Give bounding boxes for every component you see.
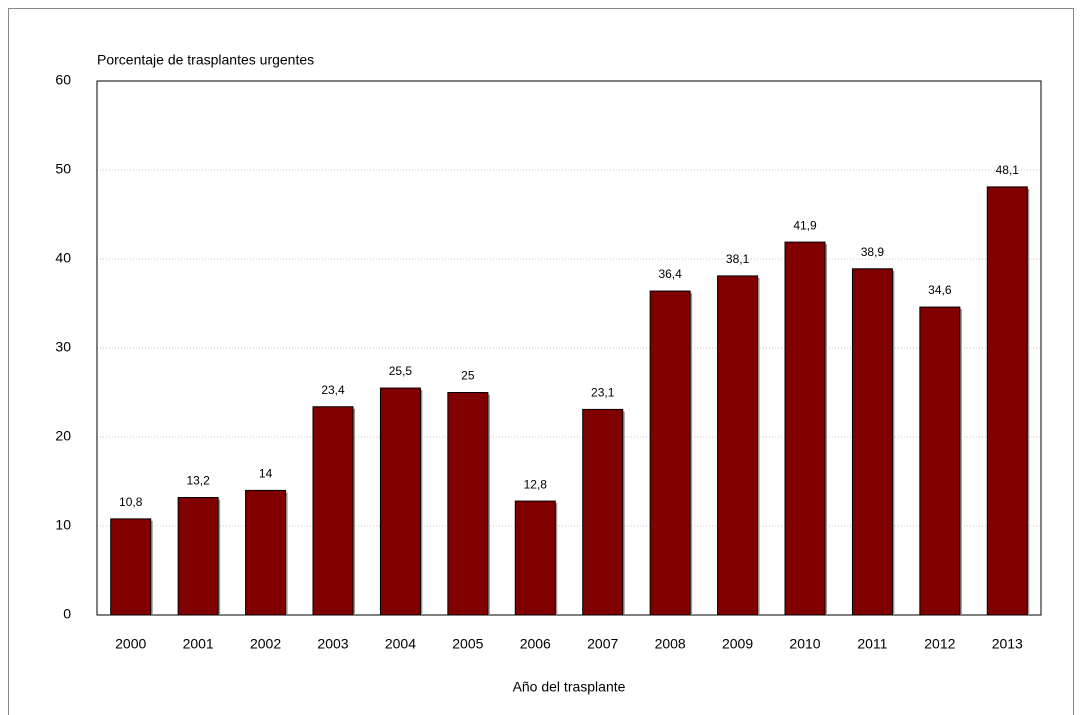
- value-label: 48,1: [996, 163, 1020, 177]
- x-tick-label: 2003: [317, 636, 348, 652]
- y-tick-label: 40: [55, 250, 71, 266]
- plot-area: [96, 80, 1042, 616]
- frame: [8, 8, 1074, 715]
- value-label: 25,5: [389, 364, 413, 378]
- y-tick-label: 30: [55, 339, 71, 355]
- bar: [986, 186, 1028, 616]
- y-tick-label: 60: [55, 72, 71, 88]
- x-tick-label: 2012: [924, 636, 955, 652]
- bar: [851, 268, 893, 616]
- y-tick-label: 20: [55, 428, 71, 444]
- bar: [312, 406, 354, 616]
- value-label: 38,1: [726, 252, 750, 266]
- bar: [379, 387, 421, 616]
- x-tick-label: 2007: [587, 636, 618, 652]
- x-tick-label: 2001: [183, 636, 214, 652]
- bar: [110, 518, 152, 616]
- x-tick-label: 2010: [789, 636, 820, 652]
- x-tick-label: 2009: [722, 636, 753, 652]
- x-tick-label: 2004: [385, 636, 416, 652]
- value-label: 34,6: [928, 283, 952, 297]
- x-axis-label: Año del trasplante: [513, 679, 626, 695]
- x-tick-label: 2011: [857, 636, 887, 652]
- y-tick-label: 0: [63, 606, 71, 622]
- value-label: 23,4: [321, 383, 345, 397]
- x-tick-label: 2008: [655, 636, 686, 652]
- x-tick-label: 2000: [115, 636, 146, 652]
- x-tick-label: 2013: [992, 636, 1023, 652]
- value-label: 36,4: [658, 267, 682, 281]
- bar: [245, 489, 287, 616]
- bar: [717, 275, 759, 616]
- x-tick-label: 2006: [520, 636, 551, 652]
- value-label: 13,2: [186, 474, 210, 488]
- x-tick-label: 2005: [452, 636, 483, 652]
- value-label: 41,9: [793, 218, 817, 232]
- y-tick-label: 10: [55, 517, 71, 533]
- y-axis-label: Porcentaje de trasplantes urgentes: [97, 52, 314, 68]
- value-label: 10,8: [119, 495, 143, 509]
- bar: [919, 306, 961, 616]
- value-label: 23,1: [591, 386, 615, 400]
- value-label: 25: [461, 369, 475, 383]
- bar: [177, 497, 219, 616]
- bar: [649, 290, 691, 616]
- value-label: 14: [259, 467, 273, 481]
- value-label: 38,9: [861, 245, 885, 259]
- bar: [447, 392, 489, 616]
- bar: [582, 408, 624, 616]
- bar: [514, 500, 556, 616]
- value-label: 12,8: [524, 477, 548, 491]
- x-tick-label: 2002: [250, 636, 281, 652]
- y-tick-label: 50: [55, 161, 71, 177]
- bar: [784, 241, 826, 616]
